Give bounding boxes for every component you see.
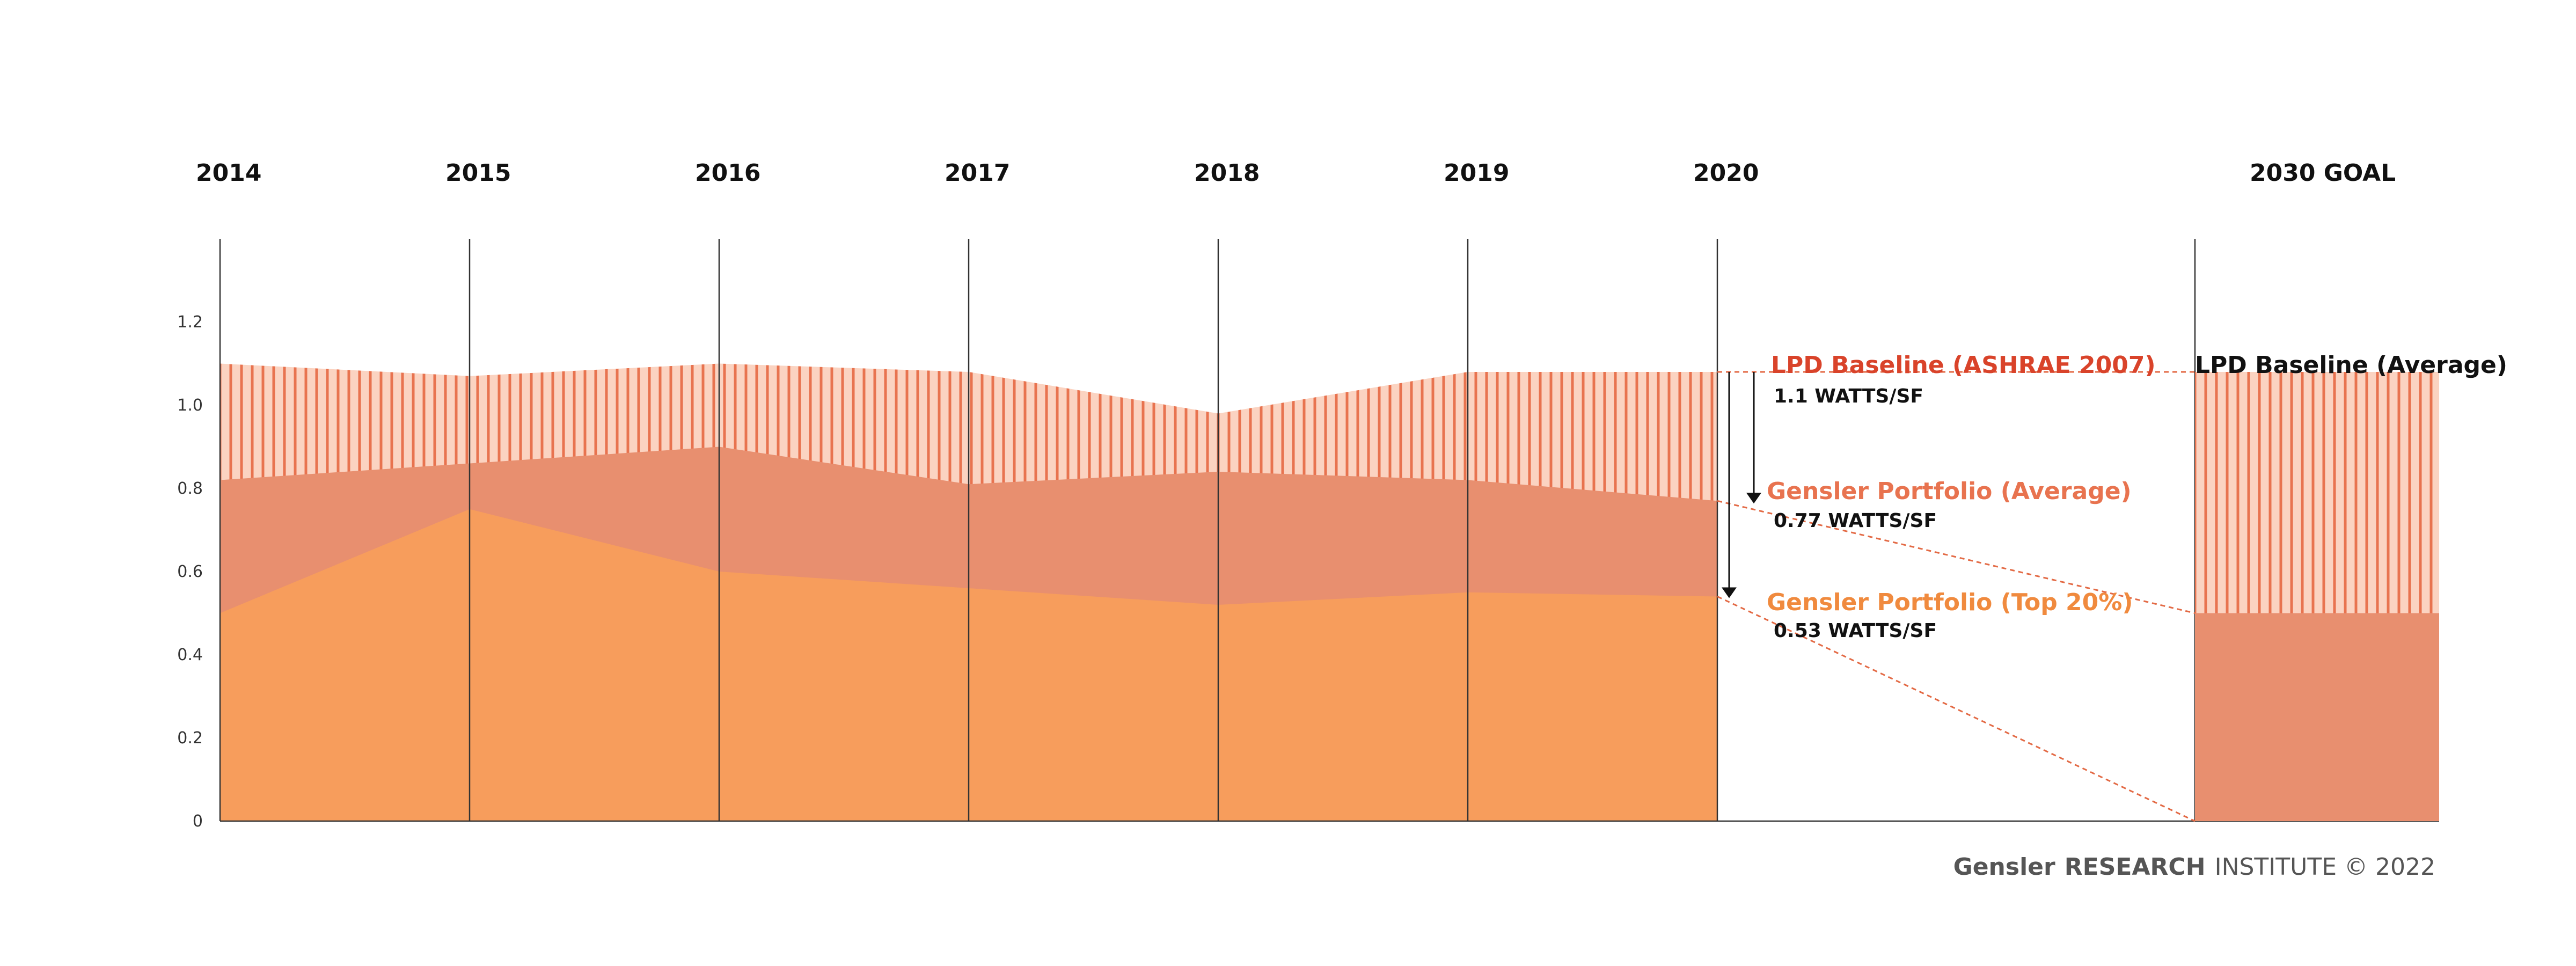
average-projection-line: [1717, 500, 2196, 614]
year-label-2014: 2014: [196, 159, 261, 187]
year-label-2016: 2016: [695, 159, 760, 187]
y-tick-0: 0: [193, 812, 203, 831]
goal-baseline-label: LPD Baseline (Average): [2195, 352, 2507, 379]
year-label-2017: 2017: [945, 159, 1010, 187]
average-annotation-title: Gensler Portfolio (Average): [1767, 478, 2132, 505]
baseline-annotation-title: LPD Baseline (ASHRAE 2007): [1771, 352, 2156, 379]
top20-annotation-title: Gensler Portfolio (Top 20%): [1767, 589, 2133, 616]
y-tick-0.2: 0.2: [177, 729, 203, 748]
y-tick-1.2: 1.2: [177, 313, 203, 332]
y-tick-labels: 0 0.2 0.4 0.6 0.8 1.0 1.2: [177, 313, 203, 831]
annotations: LPD Baseline (ASHRAE 2007) 1.1 WATTS/SF …: [1767, 352, 2507, 642]
credit-research: RESEARCH: [2065, 853, 2206, 881]
y-tick-0.4: 0.4: [177, 646, 203, 664]
average-reduction-arrow-head: [1746, 493, 1761, 504]
reduction-arrows: [1722, 372, 1761, 598]
goal-target-bar: [2195, 613, 2439, 821]
goal-panel: [2195, 372, 2439, 821]
y-tick-0.6: 0.6: [177, 562, 203, 581]
credit-institute: INSTITUTE © 2022: [2215, 853, 2435, 881]
y-tick-1.0: 1.0: [177, 396, 203, 415]
projection-lines: [1717, 371, 2196, 822]
credit-line: Gensler RESEARCH INSTITUTE © 2022: [1953, 853, 2435, 881]
year-label-2015: 2015: [445, 159, 511, 187]
top20-annotation-value: 0.53 WATTS/SF: [1774, 620, 1937, 642]
year-label-2019: 2019: [1444, 159, 1509, 187]
average-annotation-value: 0.77 WATTS/SF: [1774, 510, 1937, 532]
year-label-2018: 2018: [1194, 159, 1260, 187]
top20-projection-line: [1717, 596, 2196, 822]
svg-text:Gensler RESEARCH I: Gensler RESEARCH INSTITUTE © 2022: [1953, 853, 2435, 881]
year-label-2020: 2020: [1693, 159, 1759, 187]
goal-year-label: 2030 GOAL: [2250, 159, 2396, 187]
top20-reduction-arrow-head: [1722, 587, 1737, 598]
credit-brand: Gensler: [1953, 853, 2055, 881]
y-tick-0.8: 0.8: [177, 479, 203, 498]
year-labels: 2014 2015 2016 2017 2018 2019 2020: [196, 159, 1759, 187]
baseline-annotation-value: 1.1 WATTS/SF: [1774, 385, 1923, 407]
